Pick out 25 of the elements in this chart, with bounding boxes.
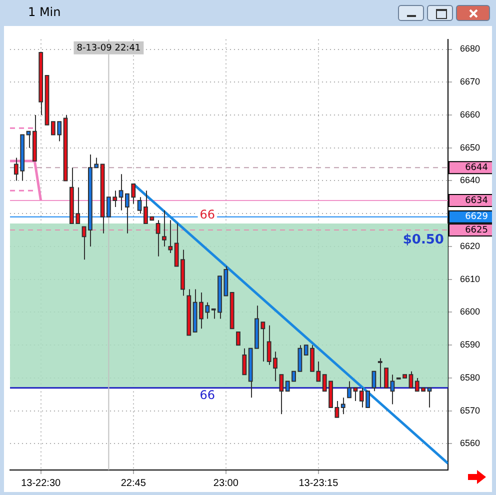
- chart-title: 1 Min: [28, 5, 61, 19]
- y-tick-label: 6560: [460, 438, 480, 448]
- y-tick-label: 6570: [460, 405, 480, 416]
- ref-line-label: 6629: [465, 212, 488, 222]
- y-tick-label: 6580: [460, 372, 480, 382]
- x-tick-label: 23:00: [213, 478, 239, 489]
- ref-line-label: 6634: [465, 196, 488, 206]
- y-tick-label: 6640: [460, 175, 480, 186]
- x-tick-label: 13-23:15: [298, 478, 339, 489]
- band-label: $0.50: [402, 232, 444, 248]
- x-tick-label: 22:45: [120, 478, 146, 489]
- y-tick-label: 6620: [460, 240, 480, 251]
- ref-line-label: 6625: [465, 225, 488, 236]
- y-tick-label: 6660: [460, 109, 480, 120]
- y-tick-label: 6600: [460, 306, 480, 317]
- y-tick-label: 6650: [460, 142, 480, 152]
- annotation: 66: [200, 388, 216, 402]
- annotation: 66: [200, 208, 216, 222]
- y-tick-label: 6680: [460, 44, 480, 54]
- ref-line-label: 8-13-09 22:41: [76, 44, 141, 54]
- y-tick-label: 6610: [460, 274, 480, 284]
- ref-line-label: 6644: [465, 162, 488, 173]
- x-tick-label: 13-22:30: [21, 478, 62, 489]
- y-tick-label: 6590: [460, 340, 480, 350]
- y-tick-label: 6670: [460, 76, 480, 87]
